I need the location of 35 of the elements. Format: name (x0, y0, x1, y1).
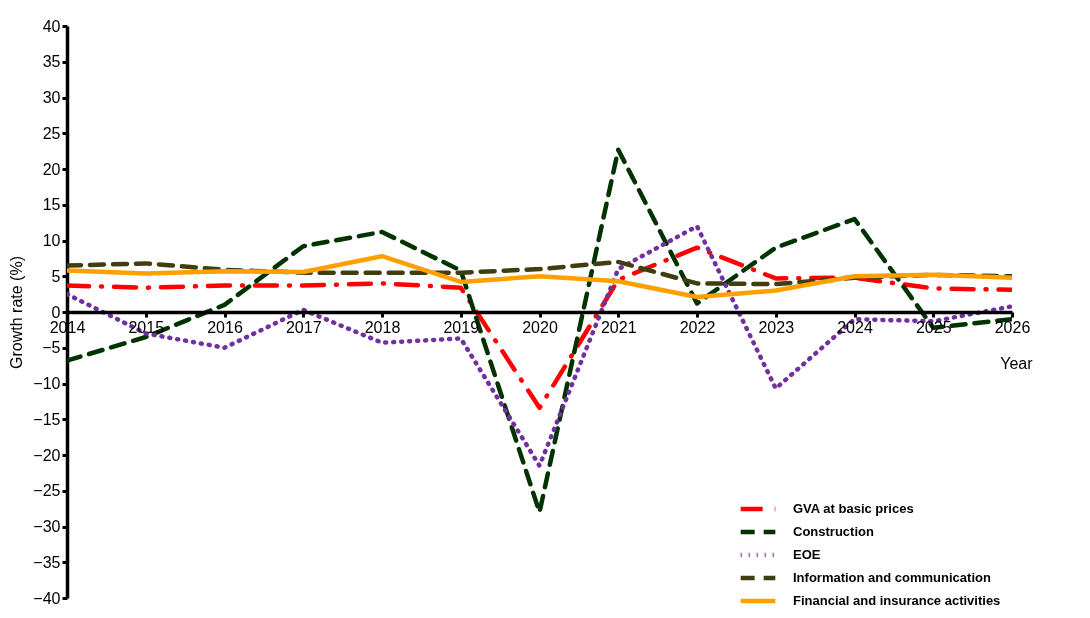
x-tick-label: 2022 (679, 318, 716, 336)
y-tick-label: −15 (33, 410, 61, 428)
y-tick-label: −20 (33, 446, 61, 464)
y-tick-label: −5 (42, 339, 61, 357)
y-tick-label: 35 (42, 53, 61, 71)
x-tick-label: 2021 (600, 318, 637, 336)
legend-label: Financial and insurance activities (793, 593, 1001, 608)
y-tick-label: −25 (33, 482, 61, 500)
y-tick-label: 0 (51, 303, 61, 321)
legend-label: Information and communication (793, 570, 991, 585)
y-tick-label: −40 (33, 589, 61, 607)
x-tick-label: 2026 (994, 318, 1031, 336)
y-tick-label: −30 (33, 518, 61, 535)
y-tick-label: 30 (42, 89, 61, 106)
x-tick-label: 2020 (522, 318, 558, 336)
y-tick-label: 10 (42, 232, 61, 249)
legend-label: GVA at basic prices (793, 501, 914, 516)
y-tick-label: 15 (42, 196, 61, 214)
y-tick-label: −10 (33, 375, 61, 392)
y-tick-label: −35 (33, 553, 61, 571)
x-tick-label: 2023 (758, 318, 795, 336)
x-tick-label: 2018 (364, 318, 401, 336)
legend-label: EOE (793, 547, 821, 562)
y-tick-label: 25 (42, 124, 61, 142)
x-tick-label: 2016 (207, 318, 243, 336)
line-series (67, 259, 1012, 287)
legend-label: Construction (793, 524, 874, 539)
y-axis-title: Growth rate (%) (8, 256, 26, 369)
x-tick-label: 2024 (837, 318, 873, 336)
y-tick-label: 5 (51, 267, 61, 285)
y-tick-label: 40 (42, 17, 61, 35)
x-axis-title: Year (1000, 354, 1034, 372)
line-series (67, 253, 1012, 300)
y-tick-label: 20 (42, 160, 61, 178)
x-tick-label: 2017 (285, 318, 322, 336)
